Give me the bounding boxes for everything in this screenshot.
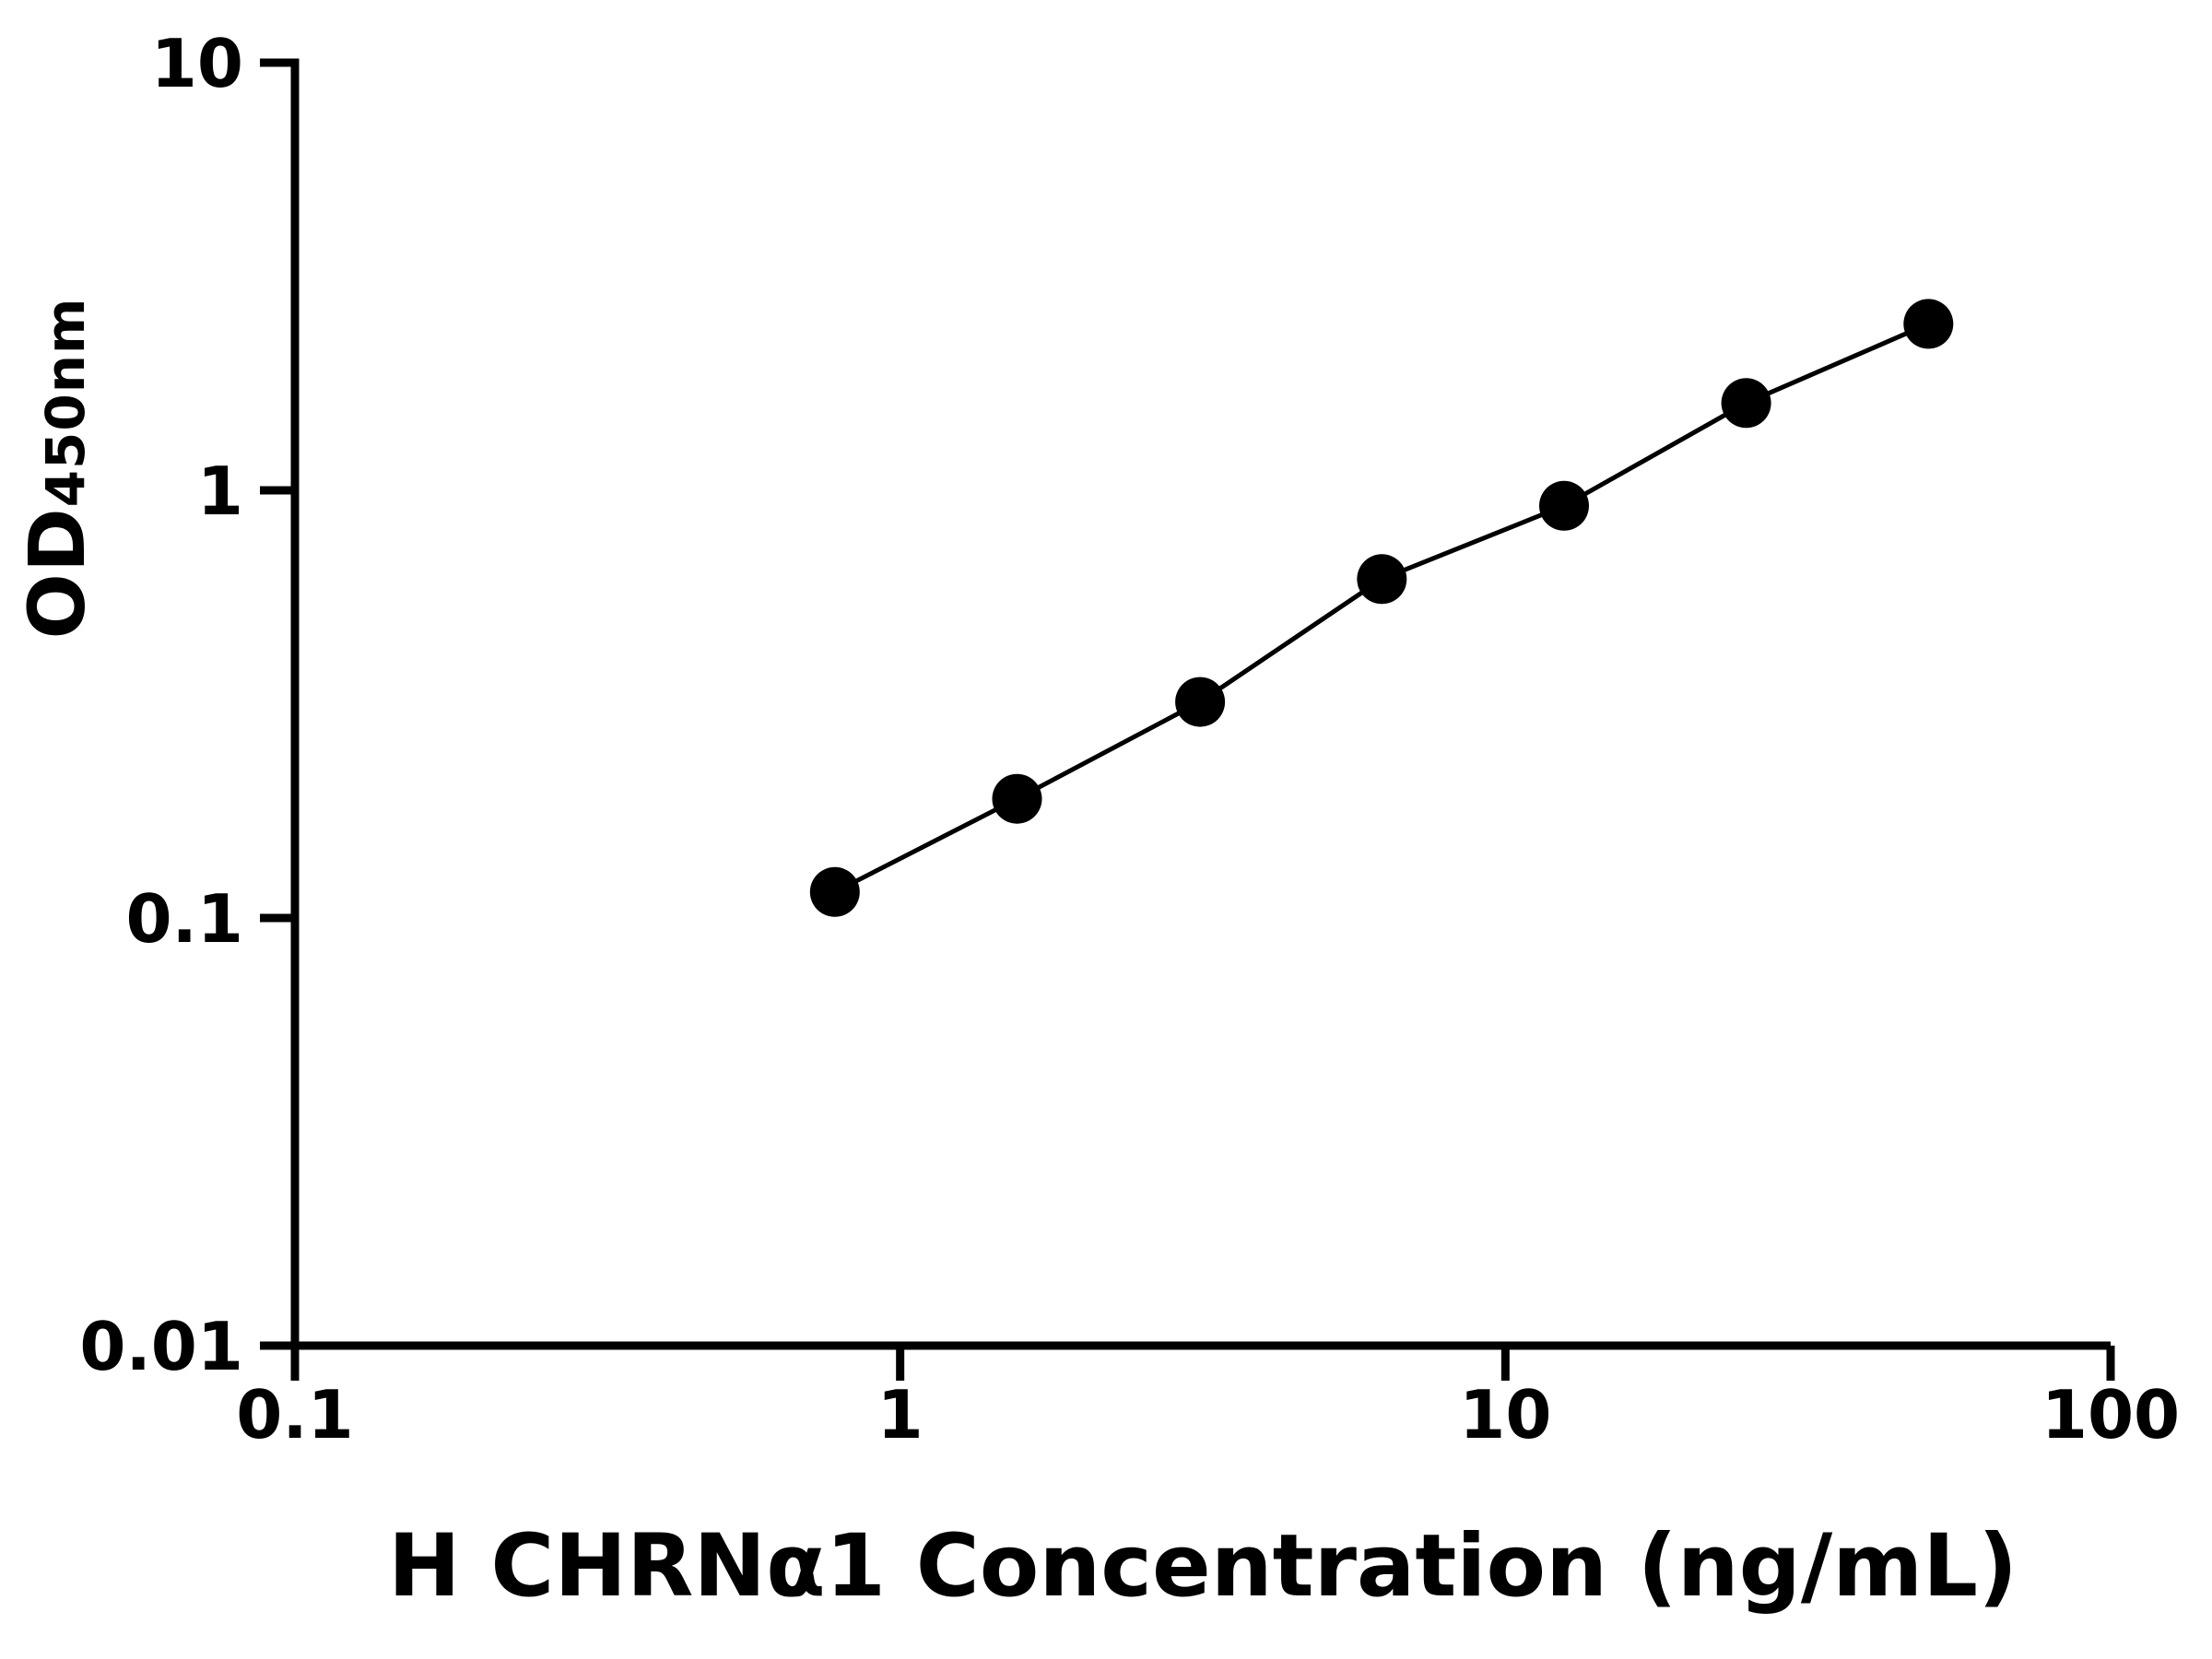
data-point xyxy=(1539,480,1589,531)
y-tick-label: 0.01 xyxy=(79,1308,243,1385)
data-point xyxy=(1721,378,1771,429)
y-axis-title-sub: 450nm xyxy=(34,297,97,508)
data-point xyxy=(1357,554,1407,605)
y-tick-label: 1 xyxy=(197,453,243,530)
x-tick-label: 1 xyxy=(877,1376,924,1453)
x-tick-label: 0.1 xyxy=(236,1376,354,1453)
x-tick-label: 100 xyxy=(2041,1376,2180,1453)
data-point xyxy=(809,866,860,917)
y-axis-title-main: OD xyxy=(12,507,102,640)
data-point xyxy=(1175,677,1226,727)
x-axis-title: H CHRNα1 Concentration (ng/mL) xyxy=(387,1516,2018,1617)
y-axis-title: OD450nm xyxy=(12,298,102,640)
x-tick-label: 10 xyxy=(1459,1376,1551,1453)
y-tick-label: 0.1 xyxy=(125,880,243,958)
data-point xyxy=(992,773,1042,824)
data-point xyxy=(1903,299,1954,349)
y-tick-label: 10 xyxy=(151,25,243,102)
